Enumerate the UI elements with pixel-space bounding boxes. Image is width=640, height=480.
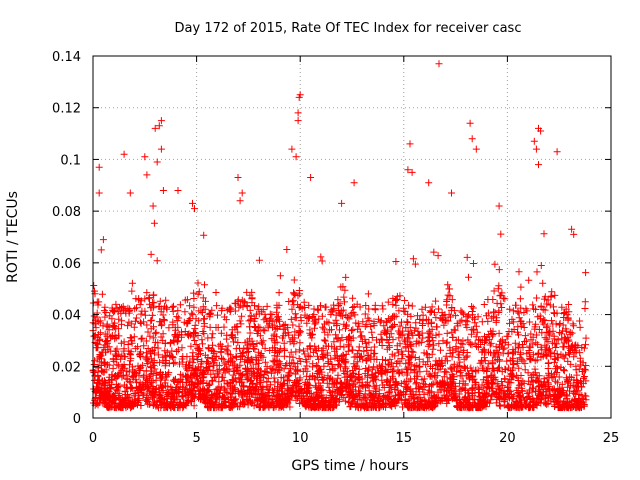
y-tick-label: 0.14 (52, 50, 81, 65)
y-tick-label: 0.1 (60, 153, 81, 168)
roti-points (89, 60, 590, 412)
x-tick-label: 25 (603, 431, 620, 446)
chart-title: Day 172 of 2015, Rate Of TEC Index for r… (175, 21, 522, 36)
y-tick-label: 0.02 (52, 360, 81, 375)
y-tick-label: 0.12 (52, 102, 81, 117)
y-tick-labels: 0 0.02 0.04 0.06 0.08 0.1 0.12 0.14 (52, 50, 81, 427)
data-points (89, 60, 590, 412)
x-tick-label: 0 (89, 431, 97, 446)
x-tick-label: 15 (396, 431, 413, 446)
x-tick-label: 10 (292, 431, 309, 446)
y-axis-label: ROTI / TECUs (5, 191, 21, 283)
x-tick-labels: 0 5 10 15 20 25 (89, 431, 619, 446)
y-tick-label: 0.08 (52, 205, 81, 220)
tick-marks (92, 55, 612, 419)
x-tick-label: 5 (192, 431, 200, 446)
plot-frame (92, 55, 612, 419)
x-axis-label: GPS time / hours (291, 458, 408, 474)
grid-lines (93, 56, 611, 418)
y-tick-label: 0.06 (52, 257, 81, 272)
x-tick-label: 20 (499, 431, 516, 446)
y-tick-label: 0.04 (52, 309, 81, 324)
y-tick-label: 0 (73, 412, 81, 427)
